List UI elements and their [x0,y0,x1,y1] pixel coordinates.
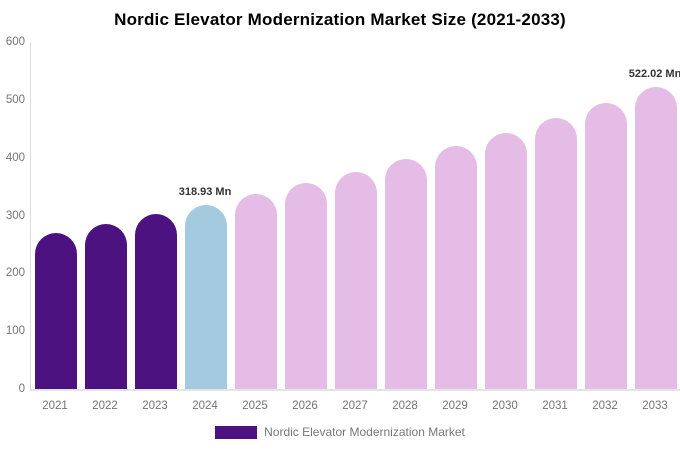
bar-2022 [85,223,127,389]
bar-2033 [635,87,677,389]
chart-title: Nordic Elevator Modernization Market Siz… [114,10,566,29]
bar-2032 [585,103,627,389]
bar-2023 [135,214,177,389]
bar-2031 [535,118,577,389]
plot-area [30,42,680,391]
x-axis-tick-label: 2024 [192,400,218,412]
bar-2024 [185,204,227,389]
x-axis-tick-label: 2028 [392,400,418,412]
x-axis-tick-label: 2025 [242,400,268,412]
bar-2026 [285,183,327,389]
x-axis-tick-label: 2023 [142,400,168,412]
x-axis-tick-label: 2031 [542,400,568,412]
x-axis-tick-label: 2032 [592,400,618,412]
x-axis-tick-label: 2030 [492,400,518,412]
x-axis-tick-label: 2026 [292,400,318,412]
y-axis-tick-label: 0 [18,383,25,395]
x-axis-tick-label: 2021 [42,400,68,412]
y-axis-tick-label: 200 [5,267,25,280]
x-axis-tick-label: 2033 [642,400,668,412]
legend-swatch [215,425,258,439]
bar-2025 [235,194,277,389]
y-axis-tick-label: 100 [5,325,25,338]
value-label-2024: 318.93 Mn [178,185,232,198]
value-label-2033: 522.02 Mn [628,68,680,81]
y-axis-tick-label: 600 [5,36,25,48]
y-axis-tick-label: 500 [5,93,25,106]
x-axis-tick-label: 2027 [342,400,368,412]
bar-2027 [335,171,377,389]
y-axis-tick-label: 300 [5,209,25,222]
legend-label: Nordic Elevator Modernization Market [264,425,465,439]
y-axis-tick-label: 400 [5,151,25,164]
bar-2028 [385,159,427,389]
bar-2029 [435,146,477,389]
legend: Nordic Elevator Modernization Market [0,425,680,439]
bar-2021 [35,232,77,389]
x-axis-tick-label: 2022 [92,400,118,412]
x-axis-tick-label: 2029 [442,400,468,412]
bar-2030 [485,132,527,389]
